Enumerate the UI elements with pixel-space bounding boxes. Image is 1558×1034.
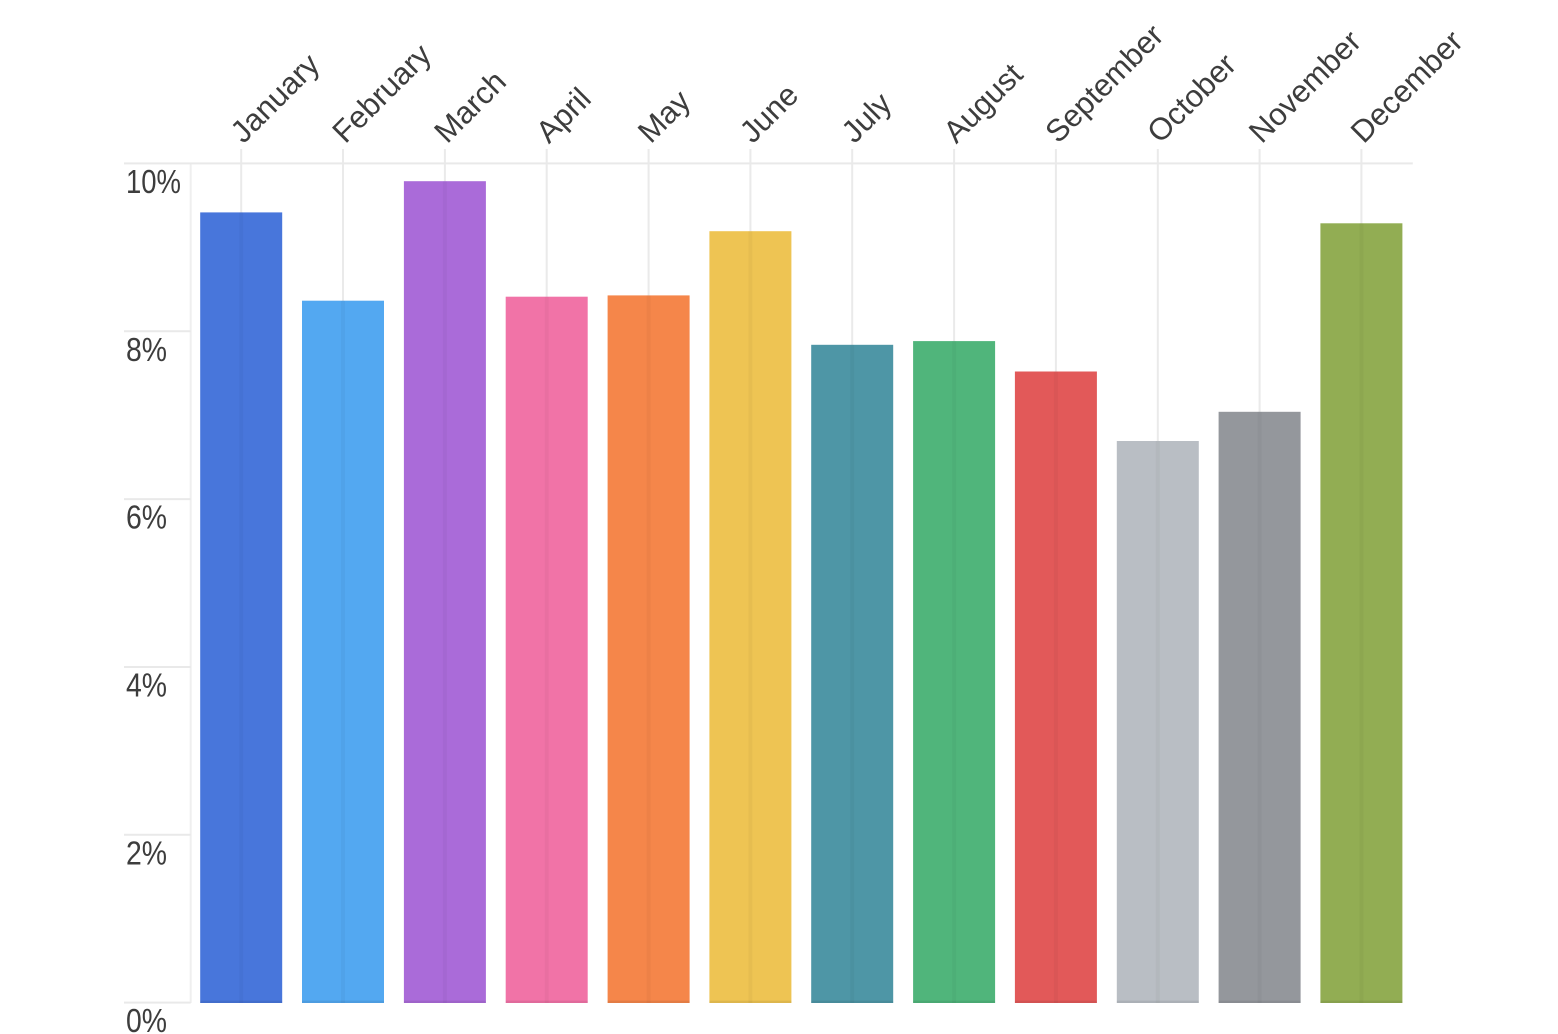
svg-text:4%: 4% — [126, 667, 167, 704]
svg-text:8%: 8% — [126, 331, 167, 368]
svg-text:10%: 10% — [126, 163, 181, 200]
svg-text:0%: 0% — [126, 1002, 167, 1034]
svg-text:2%: 2% — [126, 834, 167, 871]
svg-text:6%: 6% — [126, 499, 167, 536]
